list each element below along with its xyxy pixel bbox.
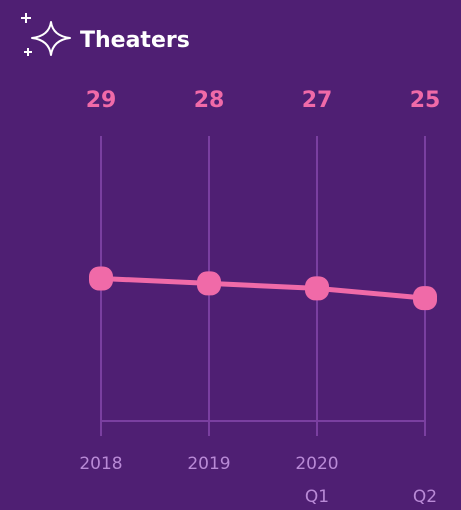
data-label: 28 [194, 88, 225, 113]
sparkle [31, 21, 71, 56]
line [100, 276, 426, 301]
sparkle-plus [21, 13, 32, 56]
data-label: 27 [302, 88, 333, 113]
x-tick-label: 2020 [295, 454, 338, 474]
chart-title: Theaters [80, 28, 190, 53]
sparkle-icon [21, 13, 71, 56]
point [89, 266, 113, 291]
point [305, 276, 329, 301]
x-subtick-label: Q1 [305, 487, 329, 507]
data-label: 25 [410, 88, 441, 113]
x-subtick-label: Q2 [413, 487, 437, 507]
point [413, 286, 437, 311]
x-tick-label: 2019 [187, 454, 230, 474]
x-tick-label: 2018 [79, 454, 122, 474]
data-label: 29 [86, 88, 117, 113]
point [197, 271, 221, 296]
